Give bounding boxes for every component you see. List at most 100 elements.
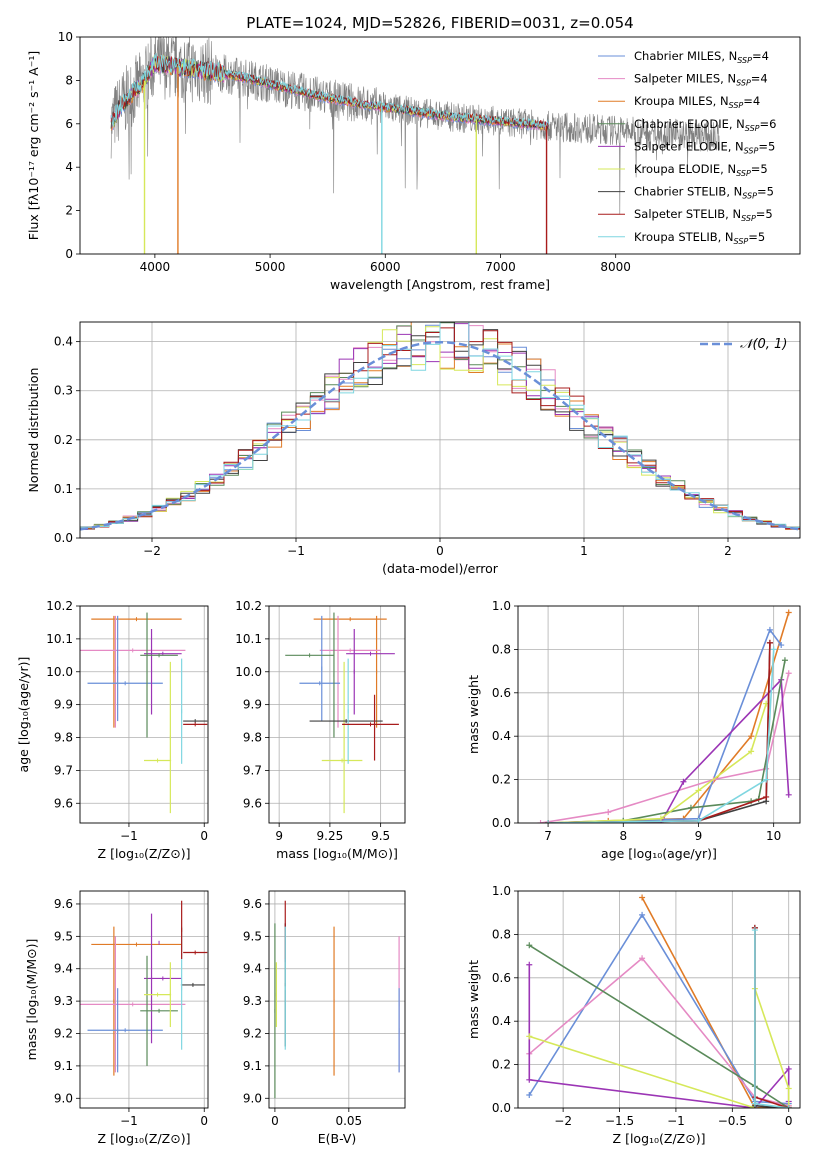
x-tick-label: 0 xyxy=(785,1114,793,1128)
y-tick-label: 9.3 xyxy=(54,994,73,1008)
data-point xyxy=(526,1076,533,1083)
y-axis-label: Flux [fλ10⁻¹⁷ erg cm⁻² s⁻¹ A⁻¹] xyxy=(26,51,41,240)
x-tick-label: 10 xyxy=(766,829,781,843)
data-point xyxy=(751,1100,758,1107)
data-point xyxy=(639,955,646,962)
x-tick-label: 7000 xyxy=(485,260,516,274)
x-tick-label: 0 xyxy=(200,1114,208,1128)
y-tick-label: 1.0 xyxy=(492,599,511,613)
x-tick-label: 0.05 xyxy=(335,1114,362,1128)
x-tick-label: 9 xyxy=(695,829,703,843)
y-tick-label: 0.1 xyxy=(54,482,73,496)
mass-weight-kroupa-stelib xyxy=(548,649,775,823)
histogram-kroupa-elodie xyxy=(80,326,800,530)
x-tick-label: −2 xyxy=(554,1114,572,1128)
data-point xyxy=(526,961,533,968)
model-spectrum-kroupa-stelib xyxy=(110,53,549,128)
x-tick-label: 0 xyxy=(200,829,208,843)
y-tick-label: 0.6 xyxy=(492,686,511,700)
x-tick-label: 0 xyxy=(271,1114,279,1128)
legend-label: Chabrier STELIB, NSSP=5 xyxy=(634,185,774,201)
data-point xyxy=(680,778,687,785)
data-point xyxy=(526,1091,533,1098)
y-tick-label: 9.4 xyxy=(243,962,262,976)
legend-label: Salpeter MILES, NSSP=4 xyxy=(634,72,768,88)
y-tick-label: 6 xyxy=(65,117,73,131)
x-tick-label: −1 xyxy=(120,829,138,843)
y-tick-label: 9.5 xyxy=(54,929,73,943)
y-tick-label: 9.3 xyxy=(243,994,262,1008)
y-tick-label: 10.1 xyxy=(46,632,73,646)
y-tick-label: 9.1 xyxy=(243,1059,262,1073)
data-point xyxy=(770,646,777,653)
y-tick-label: 4 xyxy=(65,160,73,174)
x-axis-label: mass [log₁₀(M/M⊙)] xyxy=(276,846,398,861)
x-tick-label: −2 xyxy=(143,544,161,558)
data-point xyxy=(785,670,792,677)
y-tick-label: 9.0 xyxy=(243,1091,262,1105)
panel-z-vs-age: −1 0 9.6 9.7 9.8 9.9 10.0 10.1 10.2 Z [log₁₀(Z/Z⊙… xyxy=(16,599,209,861)
plot-area xyxy=(110,37,720,254)
x-axis-label: age [log₁₀(age/yr)] xyxy=(601,846,717,861)
y-tick-label: 9.1 xyxy=(54,1059,73,1073)
data-point xyxy=(639,894,646,901)
y-tick-label: 0.3 xyxy=(54,384,73,398)
plot-area xyxy=(80,612,208,814)
x-axis-label: (data-model)/error xyxy=(382,561,499,576)
y-tick-label: 0.4 xyxy=(492,729,511,743)
data-point xyxy=(695,787,702,794)
x-tick-label: 9 xyxy=(275,829,283,843)
mass-weight-salpeter-elodie xyxy=(528,964,790,1108)
axes-frame xyxy=(79,605,209,824)
y-tick-label: 2 xyxy=(65,204,73,218)
axes-background xyxy=(269,606,405,823)
legend-label: Kroupa STELIB, NSSP=5 xyxy=(634,230,765,246)
y-tick-label: 10.0 xyxy=(235,665,262,679)
y-tick-label: 10 xyxy=(58,30,73,44)
axes-frame xyxy=(79,321,801,539)
y-tick-label: 10.2 xyxy=(235,599,262,613)
legend-label: Salpeter STELIB, NSSP=5 xyxy=(634,207,773,223)
plot-area xyxy=(274,900,400,1099)
legend-label: Chabrier ELODIE, NSSP=6 xyxy=(634,117,776,133)
x-tick-label: −1 xyxy=(120,1114,138,1128)
y-tick-label: 0.4 xyxy=(54,335,73,349)
y-tick-label: 8 xyxy=(65,73,73,87)
data-point xyxy=(766,626,773,633)
data-point xyxy=(781,657,788,664)
figure-title: PLATE=1024, MJD=52826, FIBERID=0031, z=0… xyxy=(246,14,633,32)
legend-label: Kroupa ELODIE, NSSP=5 xyxy=(634,162,768,178)
y-tick-label: 0.2 xyxy=(492,1058,511,1072)
axes-frame xyxy=(79,36,801,255)
x-tick-label: 9.25 xyxy=(317,829,344,843)
y-tick-label: 9.6 xyxy=(54,897,73,911)
y-tick-label: 9.8 xyxy=(243,731,262,745)
y-tick-label: 9.4 xyxy=(54,962,73,976)
plot-area xyxy=(80,900,208,1076)
y-tick-label: 9.6 xyxy=(54,796,73,810)
y-tick-label: 9.8 xyxy=(54,731,73,745)
y-tick-label: 9.9 xyxy=(243,698,262,712)
data-point xyxy=(526,942,533,949)
y-tick-label: 9.7 xyxy=(243,763,262,777)
y-tick-label: 9.2 xyxy=(243,1027,262,1041)
y-tick-label: 9.9 xyxy=(54,698,73,712)
panel-mass-vs-age: 9 9.25 9.5 9.6 9.7 9.8 9.9 10.0 10.1 10.2 mass [lo… xyxy=(235,599,406,861)
legend-label: Chabrier MILES, NSSP=4 xyxy=(634,49,769,65)
y-axis-label: age [log₁₀(age/yr)] xyxy=(16,657,31,773)
x-axis-label: wavelength [Angstrom, rest frame] xyxy=(330,277,550,292)
y-axis-label: mass weight xyxy=(466,675,481,754)
x-tick-label: 6000 xyxy=(370,260,401,274)
y-tick-label: 0.2 xyxy=(54,433,73,447)
y-tick-label: 0.8 xyxy=(492,927,511,941)
x-tick-label: −1 xyxy=(287,544,305,558)
plot-area xyxy=(285,612,399,814)
axes-frame xyxy=(79,890,209,1109)
y-tick-label: 0.0 xyxy=(492,816,511,830)
x-axis-label: E(B-V) xyxy=(318,1131,357,1146)
data-point xyxy=(748,733,755,740)
plot-area xyxy=(80,322,800,531)
y-tick-label: 0.0 xyxy=(492,1101,511,1115)
